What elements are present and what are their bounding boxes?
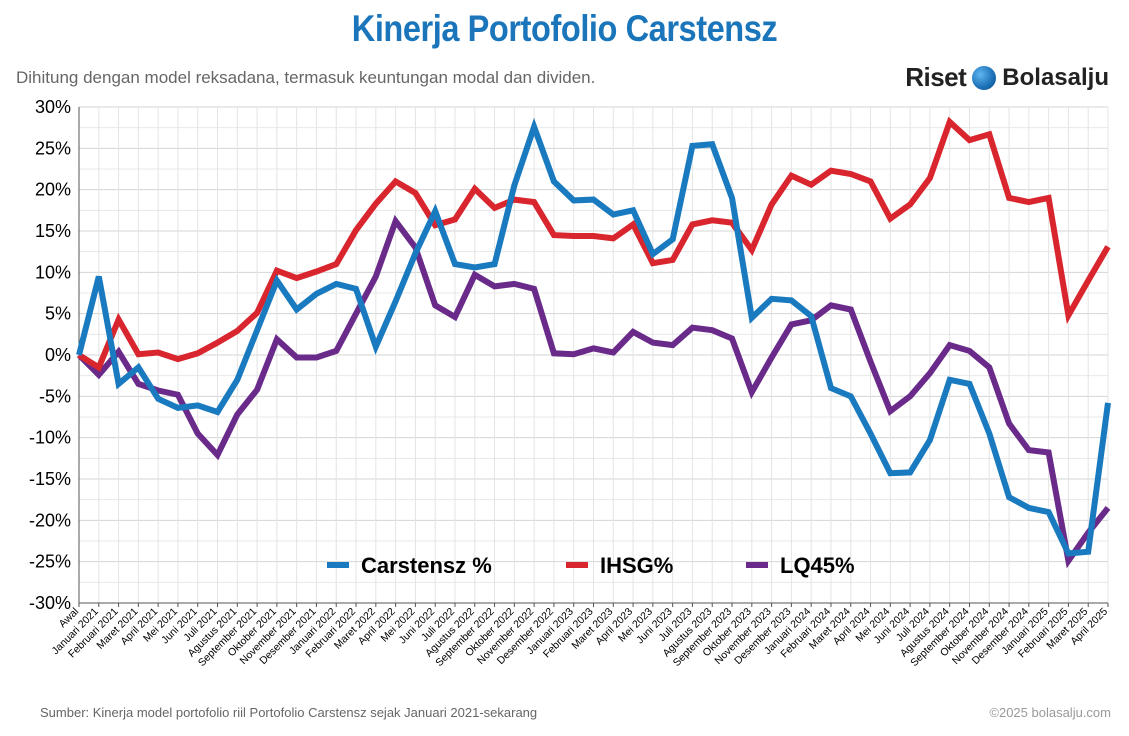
chart-legend: Carstensz % IHSG% LQ45% bbox=[327, 553, 855, 578]
series-lines bbox=[76, 116, 1111, 569]
legend-label-carstensz: Carstensz % bbox=[361, 553, 492, 578]
series-line-lq45 bbox=[76, 214, 1111, 569]
y-tick-label: -30% bbox=[29, 593, 71, 613]
y-tick-label: -5% bbox=[39, 386, 71, 406]
y-tick-label: 20% bbox=[35, 180, 71, 200]
copyright-note: ©2025 bolasalju.com bbox=[989, 705, 1111, 720]
y-tick-label: -20% bbox=[29, 510, 71, 530]
y-tick-label: 30% bbox=[35, 97, 71, 117]
snowball-icon bbox=[972, 65, 997, 90]
y-tick-label: -25% bbox=[29, 552, 71, 572]
series-line-ihsg bbox=[77, 116, 1111, 372]
series-line-carstensz bbox=[76, 117, 1111, 557]
y-tick-label: 0% bbox=[45, 345, 71, 365]
brand-riset-text: Riset bbox=[905, 62, 967, 92]
y-axis: 30% 25% 20% 15% 10% 5% 0% -5% -10% -15% -20% -25% -3… bbox=[29, 97, 71, 613]
brand-name-text: Bolasalju bbox=[1002, 63, 1109, 91]
brand-logo: Riset Bolasalju bbox=[905, 62, 1109, 93]
source-note: Sumber: Kinerja model portofolio riil Po… bbox=[40, 705, 538, 720]
y-tick-label: 25% bbox=[35, 138, 71, 158]
y-tick-label: -15% bbox=[29, 469, 71, 489]
legend-label-ihsg: IHSG% bbox=[600, 553, 673, 578]
y-tick-label: 5% bbox=[45, 304, 71, 324]
legend-label-lq45: LQ45% bbox=[780, 553, 855, 578]
y-tick-label: 10% bbox=[35, 262, 71, 282]
y-tick-label: 15% bbox=[35, 221, 71, 241]
chart-subtitle: Dihitung dengan model reksadana, termasu… bbox=[16, 68, 596, 87]
chart-grid bbox=[78, 106, 1109, 604]
y-tick-label: -10% bbox=[29, 428, 71, 448]
chart-title: Kinerja Portofolio Carstensz bbox=[351, 8, 778, 49]
